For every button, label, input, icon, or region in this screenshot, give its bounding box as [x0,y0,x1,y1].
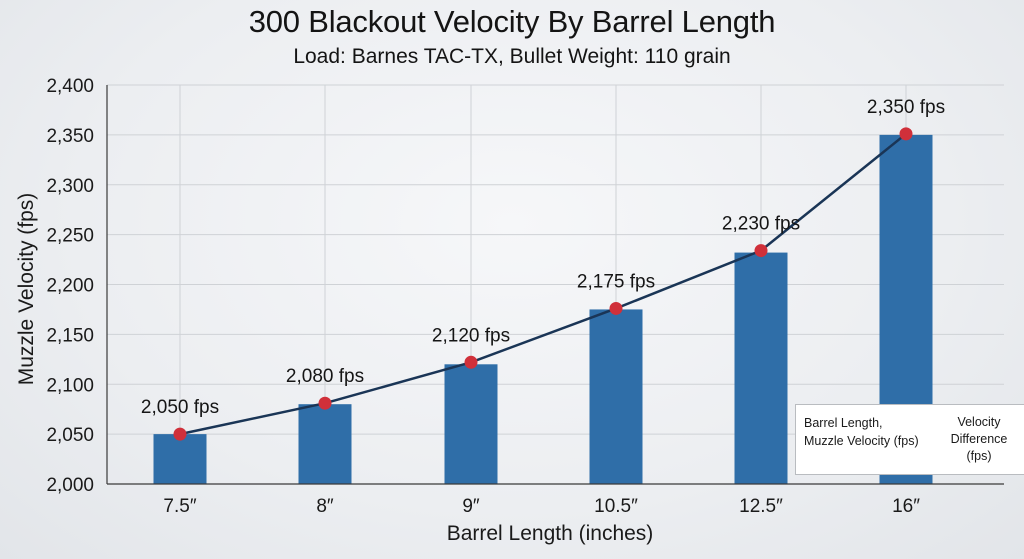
legend-right-line: Difference [950,432,1008,446]
bar [153,434,207,484]
legend-right-text: Velocity Difference (fps) [938,414,1020,465]
data-label: 2,175 fps [577,271,655,292]
x-tick-label: 10.5″ [594,496,638,517]
data-label: 2,080 fps [286,366,364,387]
legend-left-line: Barrel Length, [804,416,883,430]
y-tick-label: 2,300 [46,176,94,197]
x-tick-label: 7.5″ [163,496,196,517]
data-point [173,427,187,441]
legend-left-line: Muzzle Velocity (fps) [804,434,919,448]
bar [298,404,352,484]
y-tick-label: 2,250 [46,226,94,247]
data-label: 2,350 fps [867,97,945,118]
x-tick-label: 9″ [462,496,480,517]
chart-subtitle: Load: Barnes TAC-TX, Bullet Weight: 110 … [293,45,731,68]
data-point [754,244,768,258]
line-layer [173,127,913,441]
y-tick-label: 2,000 [46,475,94,496]
data-label: 2,230 fps [722,214,800,235]
x-tick-label: 12.5″ [739,496,783,517]
bar [589,309,643,484]
y-tick-label: 2,400 [46,76,94,97]
x-axis-title: Barrel Length (inches) [447,522,654,545]
data-point [464,355,478,369]
y-tick-label: 2,100 [46,375,94,396]
data-point [609,301,623,315]
legend-right-line: Velocity [957,415,1001,429]
y-tick-label: 2,050 [46,425,94,446]
axis-layer: 2,000 2,050 2,100 2,150 2,200 2,250 2,300 2,350… [46,76,1004,517]
x-tick-label: 8″ [316,496,334,517]
data-point [318,396,332,410]
data-label: 2,120 fps [432,325,510,346]
legend: Barrel Length, Muzzle Velocity (fps) Vel… [795,404,1024,475]
y-tick-label: 2,200 [46,276,94,297]
legend-left-text: Barrel Length, Muzzle Velocity (fps) [804,414,919,450]
y-axis-title: Muzzle Velocity (fps) [15,193,38,386]
x-tick-label: 16″ [892,496,920,517]
label-layer: 2,050 fps 2,080 fps 2,120 fps 2,175 fps 2,23… [141,97,945,418]
trend-line [179,132,907,436]
data-label: 2,050 fps [141,397,219,418]
y-tick-label: 2,350 [46,126,94,147]
legend-right-line: (fps) [966,449,992,463]
data-point [899,127,913,141]
y-tick-label: 2,150 [46,325,94,346]
chart-title: 300 Blackout Velocity By Barrel Length [248,4,776,39]
bar [734,252,788,484]
bar [444,364,498,484]
